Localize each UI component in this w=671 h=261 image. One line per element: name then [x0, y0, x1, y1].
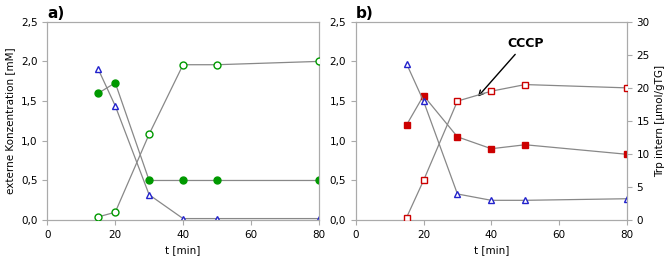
- X-axis label: t [min]: t [min]: [474, 245, 509, 256]
- Y-axis label: Trp intern [μmol/gTG]: Trp intern [μmol/gTG]: [656, 65, 666, 177]
- Text: a): a): [48, 5, 64, 21]
- X-axis label: t [min]: t [min]: [165, 245, 201, 256]
- Text: b): b): [356, 5, 374, 21]
- Text: CCCP: CCCP: [479, 37, 544, 96]
- Y-axis label: externe Konzentration [mM]: externe Konzentration [mM]: [5, 48, 15, 194]
